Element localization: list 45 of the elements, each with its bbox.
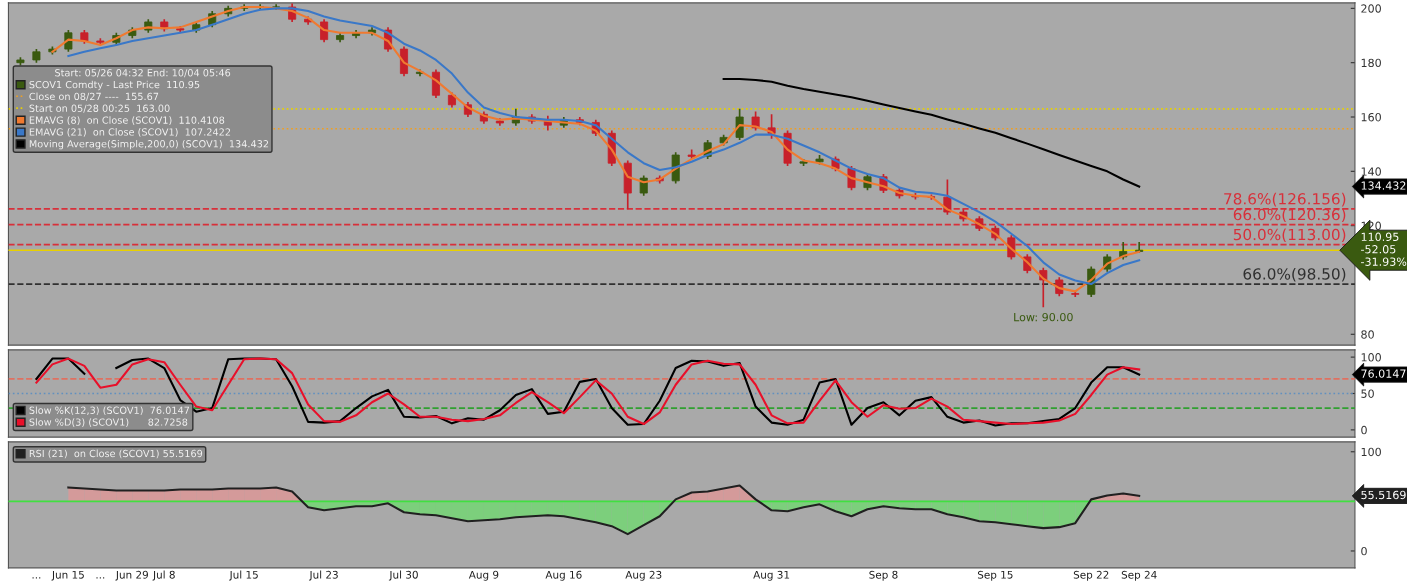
y-tick-label: 140 [1361, 167, 1381, 176]
legend-label: EMAVG (21) on Close (SCOV1) 107.2422 [29, 128, 231, 137]
legend-label: Slow %D(3) (SCOV1) 82.7258 [29, 418, 188, 427]
x-tick-label: Aug 9 [468, 570, 499, 581]
x-tick-label: ... [96, 577, 105, 579]
x-tick-label: Sep 22 [1073, 570, 1109, 581]
annotation: 66.0%(98.50) [1243, 267, 1346, 282]
y-tick-label: 180 [1361, 58, 1381, 68]
x-tick-label: Sep 8 [869, 570, 898, 581]
annotation: 78.6%(126.156) [1224, 192, 1346, 207]
annotation: 66.0%(120.36) [1233, 208, 1346, 223]
legend-label: RSI (21) on Close (SCOV1) 55.5169 [29, 449, 203, 459]
x-tick-label: Jun 15 [51, 570, 84, 581]
y-tick-label: 50 [1361, 389, 1374, 398]
legend-label: SCOV1 Comdty - Last Price 110.95 [29, 80, 200, 91]
y-tick-label: 100 [1361, 447, 1381, 457]
y-tick-label: 80 [1361, 330, 1374, 339]
x-tick-label: Sep 24 [1121, 570, 1157, 581]
annotation: 50.0%(113.00) [1233, 228, 1346, 243]
ref-line-label: Start on 05/28 00:25 163.00 [29, 104, 170, 113]
legend-label: Moving Average(Simple,200,0) (SCOV1) 134.432 [29, 139, 269, 150]
x-tick-label: Jul 8 [152, 570, 175, 581]
x-tick-label: Jul 15 [229, 570, 258, 581]
x-tick-label: Aug 16 [545, 570, 582, 581]
legend-label: Close on 08/27 ---- 155.67 [29, 92, 159, 101]
x-tick-label: Sep 15 [977, 570, 1013, 581]
legend-label: Slow %K(12,3) (SCOV1) 76.0147 [29, 406, 190, 416]
y-tick-label: 200 [1361, 4, 1381, 13]
text: 110.95 -52.05 -31.93% [1361, 232, 1407, 266]
y-tick-label: 0 [1361, 425, 1367, 435]
x-tick-label: ... [32, 577, 41, 579]
text: 134.432 [1361, 181, 1406, 190]
y-tick-label: 0 [1361, 546, 1367, 556]
x-tick-label: Jul 23 [308, 570, 338, 581]
x-tick-label: Jul 30 [388, 570, 418, 581]
text: 55.5169 [1361, 490, 1406, 500]
annotation: Low: 90.00 [1014, 312, 1073, 322]
legend-label: EMAVG (8) on Close (SCOV1) 110.4108 [29, 116, 225, 125]
x-tick-label: Jun 29 [115, 570, 148, 581]
y-tick-label: 100 [1361, 353, 1381, 362]
legend-title: Start: 05/26 04:32 End: 10/04 05:46 [55, 68, 231, 78]
x-tick-label: Aug 31 [753, 570, 790, 581]
y-tick-label: 160 [1361, 112, 1381, 122]
x-tick-label: Aug 23 [625, 570, 662, 581]
text: 76.0147 [1361, 369, 1406, 378]
